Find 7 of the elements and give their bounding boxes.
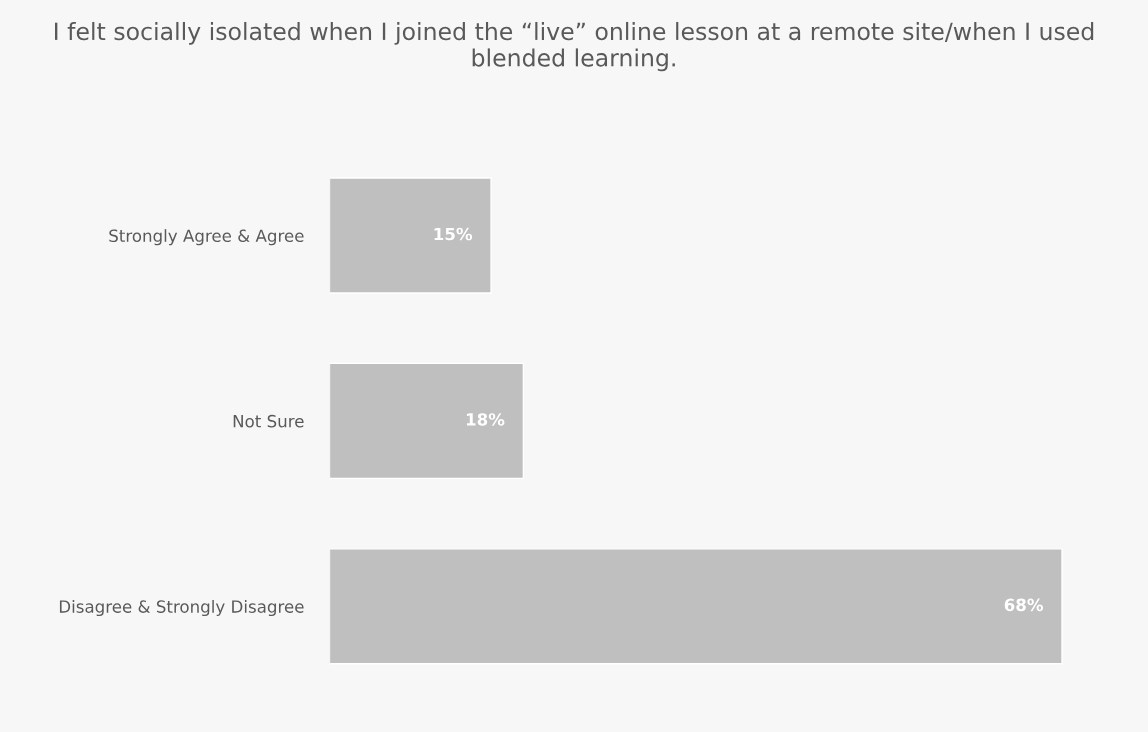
y-tick-label: Strongly Agree & Agree — [109, 229, 304, 246]
y-tick-label: Disagree & Strongly Disagree — [59, 599, 304, 617]
data-label: 18% — [466, 413, 505, 426]
chart-title: I felt socially isolated when I joined the “live” online lesson at a remote site/when I used blended learning. — [55, 21, 1094, 72]
data-label: 68% — [1004, 598, 1044, 612]
y-tick-label: Not Sure — [233, 414, 304, 428]
data-label: 15% — [434, 227, 473, 241]
